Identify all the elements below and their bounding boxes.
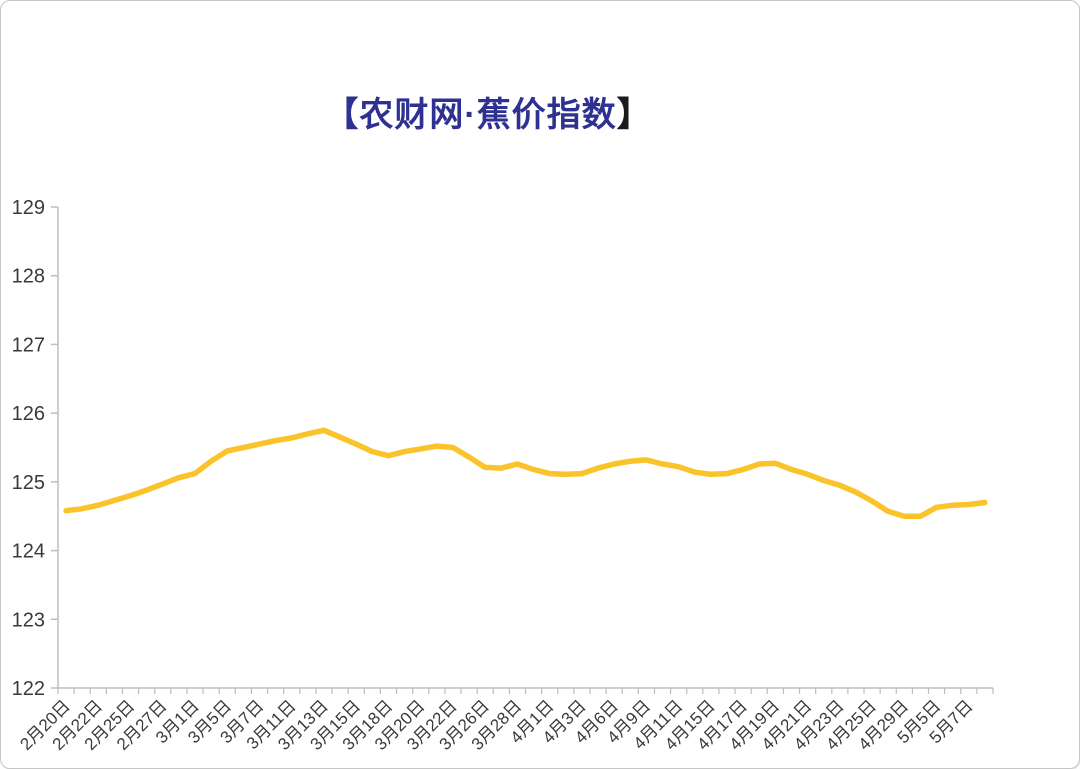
y-axis-tick-label: 122	[12, 678, 45, 700]
chart-title-main: 【农财网·蕉价指数	[324, 96, 617, 134]
y-axis-tick-label: 124	[12, 541, 45, 563]
y-axis-tick-label: 127	[12, 334, 45, 356]
y-axis-tick-label: 129	[12, 197, 45, 219]
chart-title: 【农财网·蕉价指数】	[1, 87, 975, 136]
y-axis-tick-label: 126	[12, 403, 45, 425]
chart-title-closing-bracket: 】	[616, 96, 652, 134]
y-axis-tick-label: 128	[12, 266, 45, 288]
y-axis-tick-label: 125	[12, 472, 45, 494]
y-axis-tick-label: 123	[12, 609, 45, 631]
price-index-line	[63, 427, 988, 519]
